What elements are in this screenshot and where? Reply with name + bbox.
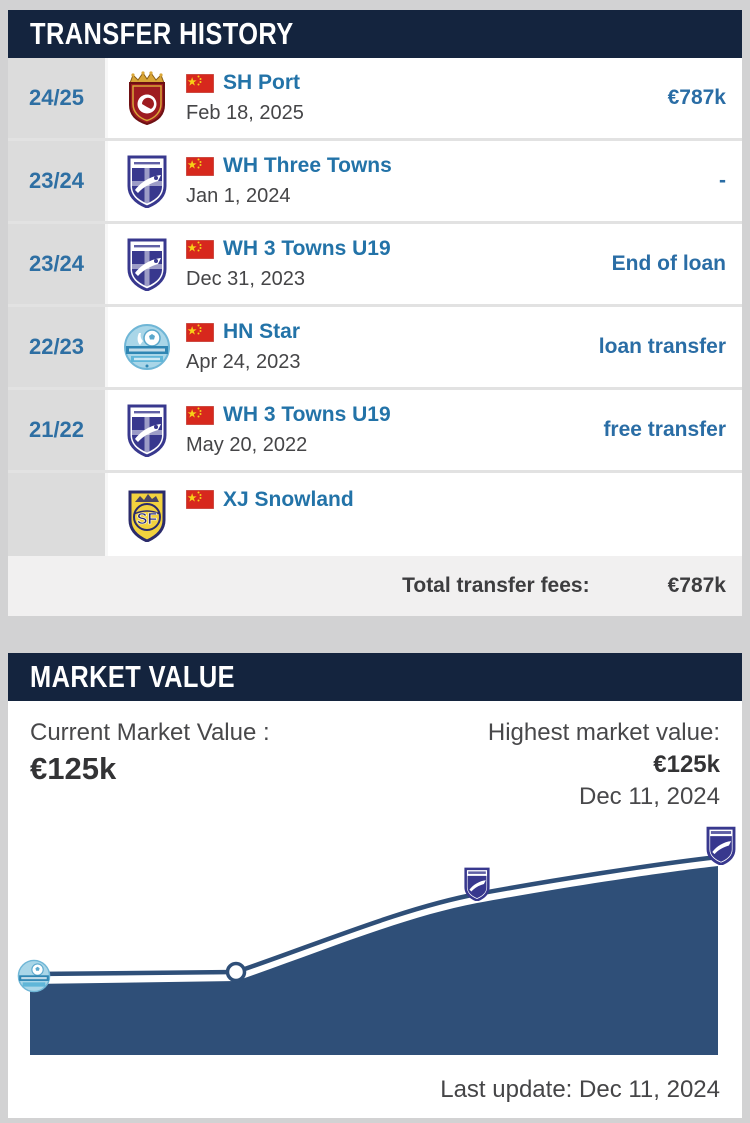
market-value-header: MARKET VALUE [8, 653, 742, 701]
transfer-fee: loan transfer [598, 335, 726, 358]
transfer-fee [726, 473, 742, 556]
club-cell: WH 3 Towns U19 Dec 31, 2023 [186, 224, 391, 304]
market-value-card: MARKET VALUE Current Market Value : €125… [8, 653, 742, 1118]
highest-market-value-label: Highest market value: [487, 719, 720, 746]
svg-text:SF: SF [137, 511, 158, 528]
season-label: 23/24 [8, 224, 108, 304]
season-label [8, 473, 108, 556]
chart-point-hn-star-badge[interactable] [17, 959, 51, 998]
highest-market-value-date: Dec 11, 2024 [579, 783, 720, 810]
club-link[interactable]: WH Three Towns [223, 154, 392, 177]
transfer-date: Jan 1, 2024 [186, 185, 291, 207]
china-flag-icon [186, 405, 214, 425]
china-flag-icon [186, 322, 214, 342]
transfer-date: Feb 18, 2025 [186, 102, 304, 124]
transfer-row: 23/24 [8, 141, 742, 224]
transfer-fee: free transfer [603, 418, 726, 441]
transfer-history-header: TRANSFER HISTORY [8, 10, 742, 58]
club-link[interactable]: WH 3 Towns U19 [223, 237, 391, 260]
total-fees-value: €787k [667, 574, 726, 597]
highest-market-value: €125k [653, 751, 720, 778]
current-market-value-label: Current Market Value : [30, 719, 270, 746]
club-cell: WH Three Towns Jan 1, 2024 [186, 141, 392, 221]
wh-three-towns-badge [108, 224, 186, 304]
china-flag-icon [186, 239, 214, 259]
club-cell: SH Port Feb 18, 2025 [186, 58, 304, 138]
transfer-history-card: TRANSFER HISTORY 24/25 [8, 10, 742, 616]
club-cell: XJ Snowland [186, 473, 354, 556]
club-link[interactable]: HN Star [223, 320, 301, 343]
chart-point-marker[interactable] [224, 960, 248, 989]
chart-area-fill [30, 866, 718, 1055]
wh-three-towns-badge [108, 390, 186, 470]
current-market-value: €125k [30, 751, 117, 786]
transfer-date [186, 519, 354, 543]
transfer-date: May 20, 2022 [186, 434, 308, 456]
season-label: 21/22 [8, 390, 108, 470]
transfer-date: Dec 31, 2023 [186, 268, 305, 290]
club-cell: HN Star Apr 24, 2023 [186, 307, 301, 387]
transfer-date: Apr 24, 2023 [186, 351, 301, 373]
last-update-label: Last update: Dec 11, 2024 [440, 1076, 720, 1103]
transfer-rows: 24/25 [8, 58, 742, 556]
total-fees-label: Total transfer fees: [402, 574, 590, 597]
transfer-row: SF XJ Snowland [8, 473, 742, 556]
sh-port-badge [108, 58, 186, 138]
club-link[interactable]: XJ Snowland [223, 487, 354, 511]
club-link[interactable]: SH Port [223, 71, 301, 94]
club-cell: WH 3 Towns U19 May 20, 2022 [186, 390, 391, 470]
wh-three-towns-badge [108, 141, 186, 221]
transfer-fee: - [719, 169, 726, 192]
transfer-fee: €787k [667, 86, 726, 109]
season-label: 23/24 [8, 141, 108, 221]
club-link[interactable]: WH 3 Towns U19 [223, 403, 391, 426]
transfer-row: 22/23 [8, 307, 742, 390]
hn-star-badge [108, 307, 186, 387]
china-flag-icon [186, 490, 214, 509]
transfer-row: 24/25 [8, 58, 742, 141]
total-transfer-fees-row: Total transfer fees: €787k [8, 556, 742, 616]
china-flag-icon [186, 73, 214, 93]
transfer-fee: End of loan [611, 252, 726, 275]
transfer-row: 21/22 [8, 390, 742, 473]
china-flag-icon [186, 156, 214, 176]
season-label: 24/25 [8, 58, 108, 138]
season-label: 22/23 [8, 307, 108, 387]
chart-point-wh-three-towns-badge[interactable] [705, 826, 737, 870]
market-value-body: Current Market Value : €125k Highest mar… [8, 701, 742, 1118]
chart-point-wh-three-towns-badge[interactable] [463, 867, 491, 906]
transfer-row: 23/24 [8, 224, 742, 307]
transfer-history-title: TRANSFER HISTORY [30, 16, 294, 51]
market-value-title: MARKET VALUE [30, 659, 235, 694]
xj-snowland-badge: SF [108, 473, 186, 556]
